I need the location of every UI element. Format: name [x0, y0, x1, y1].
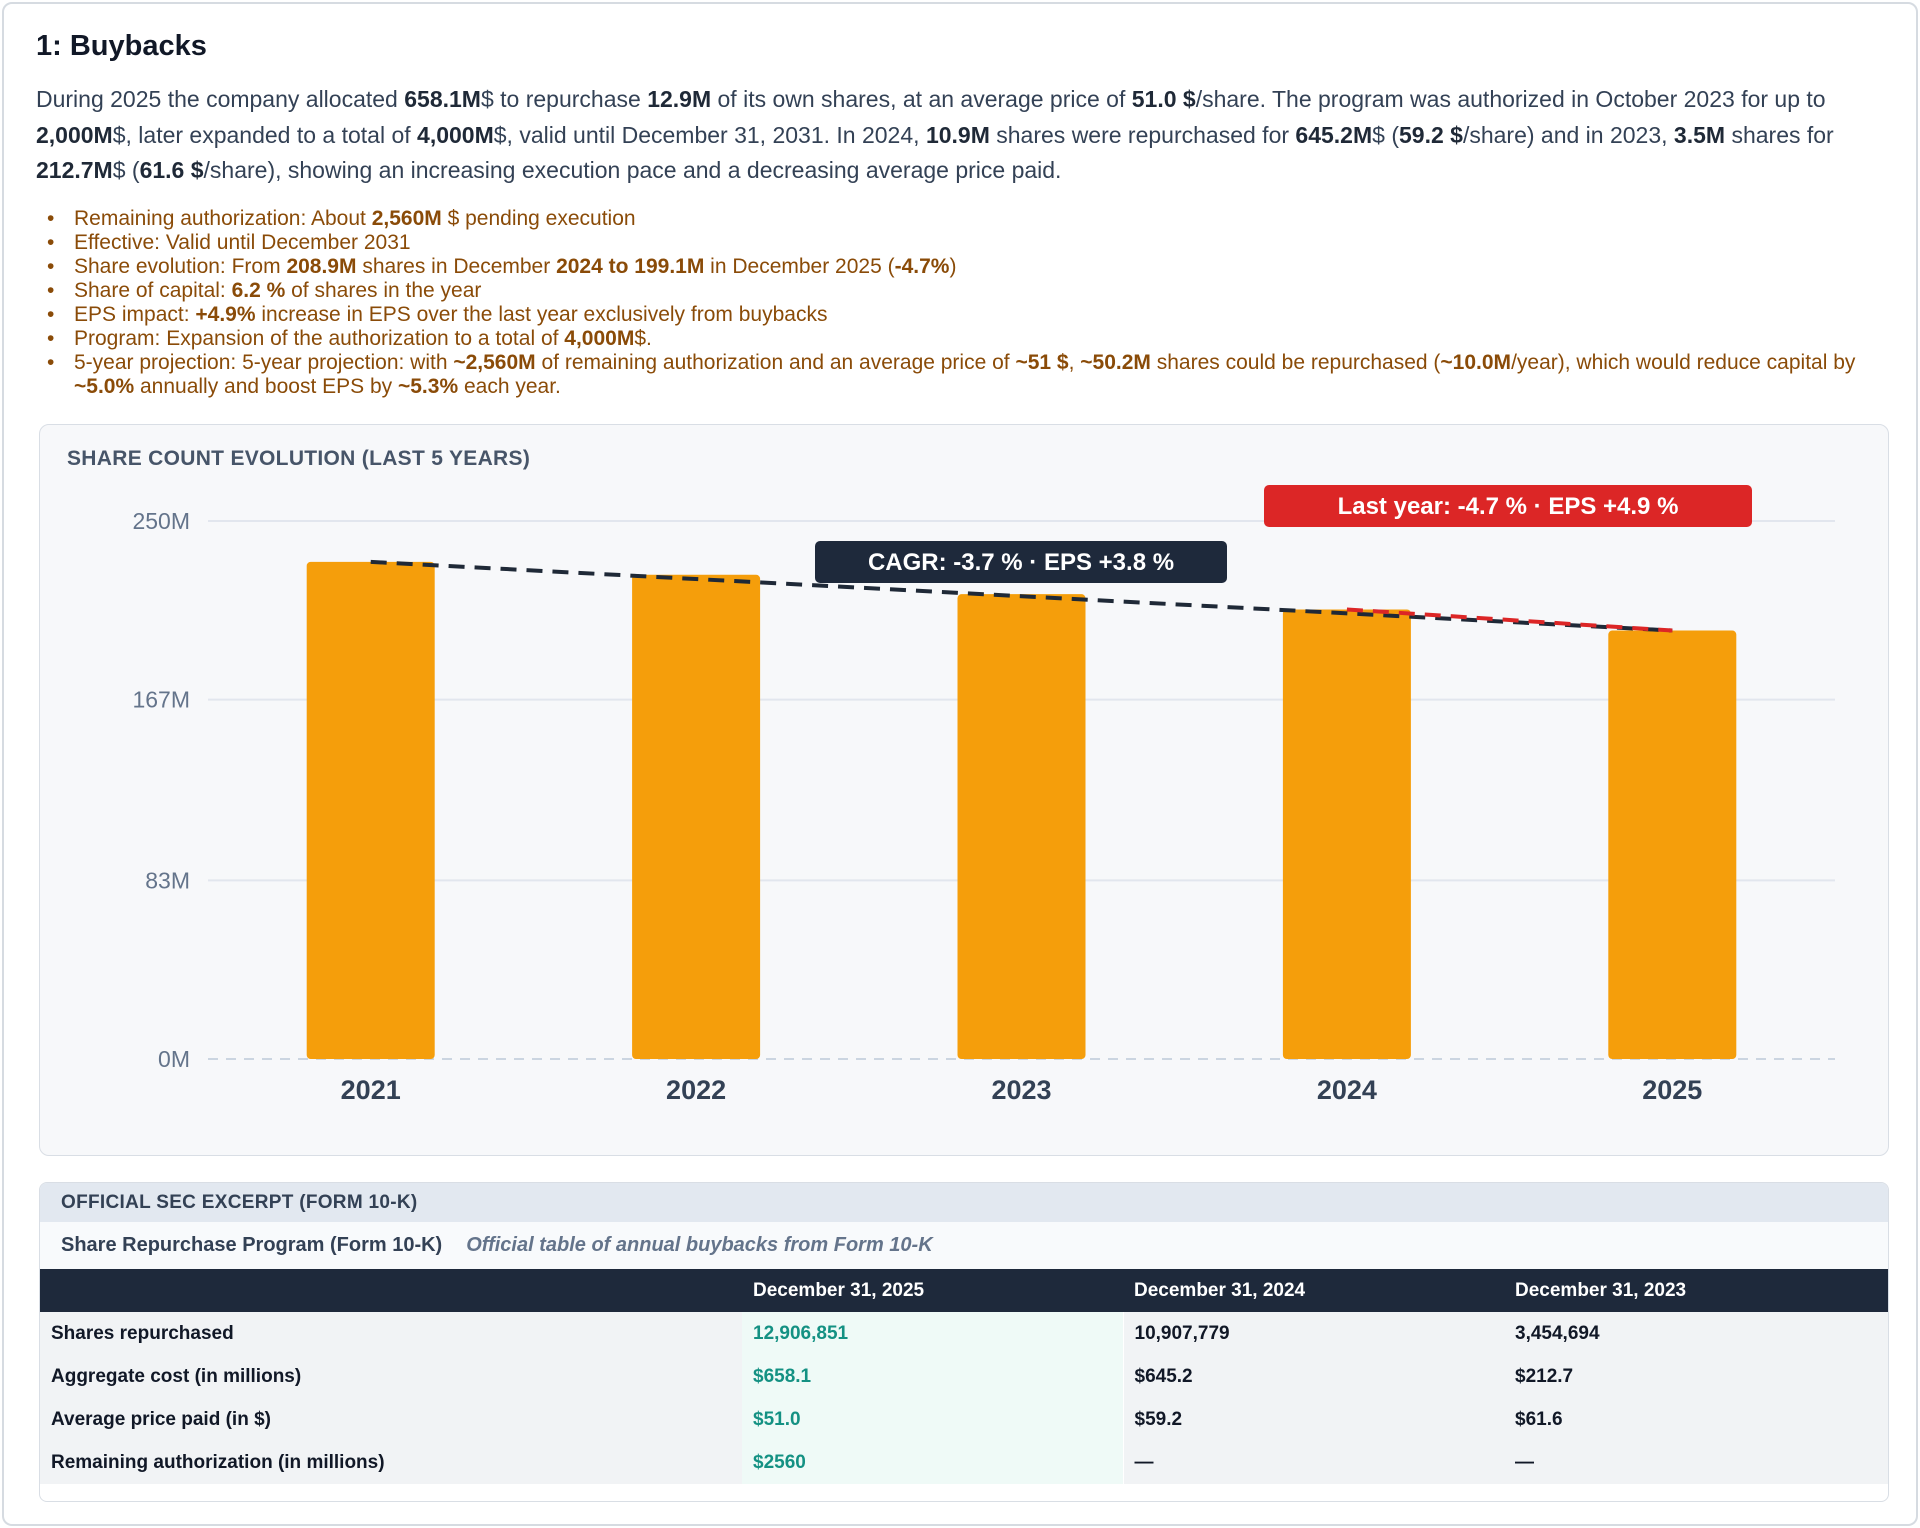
cagr-badge: [815, 541, 1227, 583]
point-program: Program: Expansion of the authorization …: [36, 327, 1888, 351]
table-header-row: December 31, 2025 December 31, 2024 Dece…: [40, 1269, 1888, 1312]
x-tick-label: 2022: [666, 1075, 726, 1105]
x-tick-label: 2023: [991, 1075, 1051, 1105]
row-label: Shares repurchased: [51, 1322, 234, 1344]
share-count-chart: SHARE COUNT EVOLUTION (LAST 5 YEARS) 0M 8…: [39, 424, 1889, 1156]
table-cell: $645.2: [1122, 1355, 1504, 1398]
y-tick-label: 167M: [132, 687, 190, 713]
key-points-list: Remaining authorization: About 2,560M $ …: [36, 207, 1888, 399]
point-eps-impact: EPS impact: +4.9% increase in EPS over t…: [36, 303, 1888, 327]
table-cell: —: [1122, 1441, 1504, 1484]
bar-2025: [1608, 630, 1737, 1059]
y-tick-label: 83M: [145, 867, 190, 893]
bar-2023: [957, 594, 1086, 1059]
sec-excerpt: OFFICIAL SEC EXCERPT (FORM 10-K) Share R…: [39, 1182, 1889, 1502]
column-header: December 31, 2025: [753, 1279, 925, 1301]
table-cell: 3,454,694: [1515, 1322, 1600, 1344]
x-tick-label: 2024: [1317, 1075, 1377, 1105]
table-cell: $2560: [742, 1441, 1123, 1484]
sec-table: December 31, 2025 December 31, 2024 Dece…: [40, 1269, 1888, 1484]
y-tick-label: 0M: [158, 1046, 190, 1072]
sec-subheader: Share Repurchase Program (Form 10-K) Offi…: [40, 1222, 1888, 1269]
table-row: Average price paid (in $) $51.0 $59.2 $6…: [40, 1398, 1888, 1441]
sec-header: OFFICIAL SEC EXCERPT (FORM 10-K): [40, 1183, 1888, 1222]
column-header: December 31, 2024: [1134, 1279, 1306, 1301]
bar-2021: [306, 561, 435, 1059]
table-cell: $658.1: [742, 1355, 1123, 1398]
point-effective: Effective: Valid until December 2031: [36, 231, 1888, 255]
chart-title: SHARE COUNT EVOLUTION (LAST 5 YEARS): [67, 447, 531, 470]
table-cell: $51.0: [742, 1398, 1123, 1441]
table-cell: —: [1515, 1451, 1534, 1473]
last-year-badge-label: Last year: -4.7 % · EPS +4.9 %: [1338, 493, 1679, 520]
sec-table-title: Share Repurchase Program (Form 10-K): [61, 1234, 443, 1256]
point-projection: 5-year projection: 5-year projection: wi…: [36, 351, 1888, 399]
point-share-evolution: Share evolution: From 208.9M shares in D…: [36, 255, 1888, 279]
table-cell: 12,906,851: [742, 1312, 1123, 1355]
last-year-trend-line: [1346, 607, 1673, 633]
last-year-badge: [1264, 485, 1752, 527]
table-row: Aggregate cost (in millions) $658.1 $645…: [40, 1355, 1888, 1398]
table-cell: $59.2: [1122, 1398, 1504, 1441]
chart-canvas: 0M 83M 167M 250M 2021 2022 2023 2024 2025 CAGR: -…: [132, 485, 1835, 1105]
y-tick-label: 250M: [132, 508, 190, 534]
point-remaining-authorization: Remaining authorization: About 2,560M $ …: [36, 207, 1888, 231]
bar-2022: [632, 574, 761, 1059]
column-header: [40, 1269, 742, 1312]
table-row: Remaining authorization (in millions) $2…: [40, 1441, 1888, 1484]
table-cell: 10,907,779: [1122, 1312, 1504, 1355]
row-label: Remaining authorization (in millions): [51, 1451, 385, 1473]
table-row: Shares repurchased 12,906,851 10,907,779…: [40, 1312, 1888, 1355]
x-tick-label: 2025: [1642, 1075, 1702, 1105]
intro-paragraph: During 2025 the company allocated 658.1M…: [36, 86, 1834, 183]
x-tick-label: 2021: [341, 1075, 401, 1105]
cagr-trend-line: [370, 559, 1673, 633]
column-header: December 31, 2023: [1515, 1279, 1687, 1301]
point-share-of-capital: Share of capital: 6.2 % of shares in the…: [36, 279, 1888, 303]
cagr-badge-label: CAGR: -3.7 % · EPS +3.8 %: [868, 549, 1174, 576]
sec-table-description: Official table of annual buybacks from F…: [466, 1234, 933, 1256]
row-label: Aggregate cost (in millions): [51, 1365, 302, 1387]
section-title: 1: Buybacks: [36, 30, 207, 62]
row-label: Average price paid (in $): [51, 1408, 271, 1430]
table-cell: $61.6: [1515, 1408, 1563, 1430]
table-cell: $212.7: [1515, 1365, 1574, 1387]
bar-2024: [1282, 609, 1411, 1059]
